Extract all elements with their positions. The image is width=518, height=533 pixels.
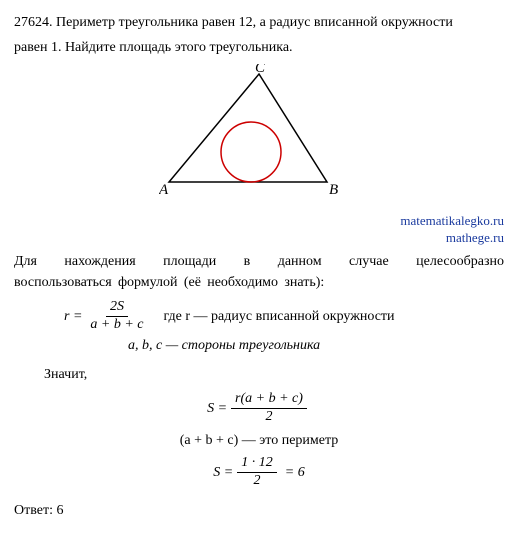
s2-frac: 1 · 12 2: [237, 455, 277, 490]
triangle-shape: [169, 74, 327, 182]
vertex-b: B: [329, 182, 338, 198]
s1-num: r(a + b + c): [231, 391, 307, 409]
vertex-a: A: [159, 182, 169, 198]
s2-num: 1 · 12: [237, 455, 277, 473]
problem-line1: Периметр треугольника равен 12, а радиус…: [56, 15, 453, 30]
sources: matematikalegko.ru mathege.ru: [14, 213, 504, 247]
problem-line2: равен 1. Найдите площадь этого треугольн…: [14, 37, 504, 58]
s2-lhs: S =: [213, 462, 233, 483]
s1-lhs: S =: [207, 398, 227, 419]
r-den: a + b + c: [86, 317, 147, 334]
inscribed-circle: [221, 122, 281, 182]
problem-statement: 27624. Периметр треугольника равен 12, а…: [14, 12, 504, 33]
answer-label: Ответ:: [14, 503, 56, 518]
s1-den: 2: [261, 409, 276, 426]
r-desc: где r — радиус вписанной окружности: [164, 306, 395, 327]
s2-den: 2: [250, 473, 265, 490]
problem-number: 27624.: [14, 15, 53, 30]
r-lhs: r =: [64, 306, 82, 327]
s2-eq: = 6: [285, 462, 305, 483]
abc-text: a, b, c — стороны треугольника: [128, 338, 320, 353]
r-frac: 2S a + b + c: [86, 299, 147, 334]
formula-s2: S = 1 · 12 2 = 6: [14, 455, 504, 490]
formula-s1: S = r(a + b + c) 2: [14, 391, 504, 426]
word-so: Значит,: [44, 364, 504, 385]
s1-frac: r(a + b + c) 2: [231, 391, 307, 426]
perimeter-note: (a + b + c) — это периметр: [14, 430, 504, 451]
r-desc-text: где r — радиус вписанной окружности: [164, 309, 395, 324]
source-1: matematikalegko.ru: [14, 213, 504, 230]
formula-r: r = 2S a + b + c где r — радиус вписанно…: [64, 299, 504, 334]
answer: Ответ: 6: [14, 500, 504, 521]
perimeter-text: (a + b + c) — это периметр: [180, 430, 339, 451]
triangle-svg: A B C: [159, 64, 359, 204]
abc-note: a, b, c — стороны треугольника: [128, 335, 504, 356]
answer-value: 6: [56, 503, 63, 518]
explanation-1: Для нахождения площади в данном случае ц…: [14, 251, 504, 272]
vertex-c: C: [255, 64, 266, 76]
explanation-2: воспользоваться формулой (её необходимо …: [14, 272, 504, 293]
r-num: 2S: [106, 299, 128, 317]
source-2: mathege.ru: [14, 230, 504, 247]
triangle-figure: A B C: [14, 64, 504, 211]
